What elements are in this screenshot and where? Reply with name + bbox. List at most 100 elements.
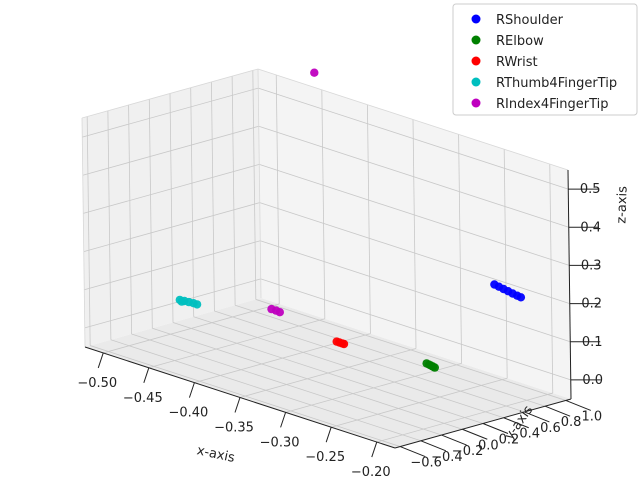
y-grid-side [211, 81, 215, 311]
x-grid-back [549, 164, 554, 394]
z-tick-label: 0.5 [580, 182, 601, 197]
x-tick-mark [234, 397, 241, 413]
point-rindex4fingertip-2 [275, 308, 284, 317]
y-grid-side [86, 116, 91, 346]
y-tick-mark [441, 434, 467, 446]
z-grid-back [258, 87, 569, 190]
z-grid-back [260, 278, 571, 381]
x-tick-label: −0.45 [123, 391, 163, 406]
y-grid-floor [110, 339, 422, 442]
x-tick-mark [188, 382, 195, 398]
z-tick-label: 0.3 [581, 258, 602, 273]
legend-label-rindex4fingertip: RIndex4FingerTip [496, 97, 608, 112]
y-tick-label: 0.2 [499, 433, 520, 448]
y-tick-mark [420, 440, 447, 452]
y-tick-label: 0.4 [519, 427, 540, 442]
legend-marker-rthumb4fingertip [471, 77, 481, 87]
pane-edge [81, 117, 86, 348]
y-grid-floor [255, 299, 566, 401]
x-grid-back [275, 74, 280, 304]
y-tick-label: −0.2 [452, 444, 484, 459]
y-tick-mark [524, 411, 550, 423]
legend-marker-rindex4fingertip [471, 98, 481, 108]
z-tick-label: 0.0 [582, 373, 603, 388]
y-grid-floor [193, 316, 504, 419]
y-tick-label: 0.6 [540, 421, 561, 436]
y-grid-floor [214, 310, 525, 413]
x-grid-back [367, 104, 371, 334]
legend-marker-rshoulder [471, 14, 481, 24]
y-grid-side [190, 87, 195, 317]
y-grid-side [169, 93, 174, 323]
y-tick-mark [565, 399, 592, 411]
x-grid-back [412, 119, 417, 349]
y-grid-side [252, 70, 257, 300]
grid-lines [82, 70, 571, 447]
z-grid-back [260, 240, 571, 343]
y-grid-side [231, 76, 236, 306]
legend-marker-rwrist [471, 56, 481, 66]
pane-edge [81, 68, 259, 119]
z-tick-label: 0.4 [580, 220, 601, 235]
point-relbow-4 [430, 363, 439, 372]
y-grid-floor [172, 322, 484, 424]
z-grid-back [258, 125, 569, 228]
x-tick-mark [280, 412, 287, 428]
z-grid-back [259, 164, 570, 266]
pane-edge [257, 68, 569, 171]
z-axis-label: z-axis [614, 186, 630, 224]
z-tick-label: 0.2 [581, 297, 602, 312]
point-rindex4fingertip-3 [310, 68, 319, 77]
point-rwrist-3 [339, 339, 349, 349]
pane-edge [257, 68, 262, 299]
legend-label-relbow: RElbow [496, 34, 544, 49]
y-tick-mark [482, 423, 509, 434]
y-tick-mark [503, 417, 529, 429]
legend-label-rwrist: RWrist [496, 55, 538, 70]
y-grid-floor [152, 327, 463, 430]
z-grid-side [84, 278, 261, 329]
x-grid-back [503, 149, 508, 379]
x-tick-label: −0.30 [260, 435, 300, 450]
point-rshoulder-6 [516, 293, 526, 302]
y-tick-label: 1.0 [581, 409, 602, 424]
legend-marker-relbow [471, 35, 481, 45]
legend-box [452, 3, 638, 116]
y-tick-label: −0.6 [410, 456, 442, 471]
x-grid-back [321, 89, 326, 319]
data-points [175, 68, 526, 372]
z-grid-side [83, 164, 260, 214]
x-tick-label: −0.20 [351, 465, 391, 480]
z-grid-side [82, 125, 259, 176]
y-ticks: −0.6−0.4−0.20.0 0.2 0.4 0.6 0.8 1.0 [399, 399, 602, 471]
x-tick-label: −0.50 [77, 376, 117, 391]
y-tick-mark [544, 405, 571, 417]
legend: RShoulder RElbow RWrist RThumb4FingerTip RIn… [452, 3, 638, 116]
z-grid-side [83, 202, 260, 252]
z-grid-back [259, 202, 570, 304]
y-tick-label: −0.4 [431, 450, 463, 465]
x-tick-label: −0.35 [214, 421, 254, 436]
y-grid-floor [234, 304, 546, 407]
x-tick-mark [97, 352, 104, 369]
x-tick-mark [325, 427, 332, 443]
x-tick-label: −0.40 [168, 406, 208, 421]
x-ticks: −0.50 −0.45 −0.40 −0.35 −0.30 −0.25 −0.20 [77, 352, 391, 480]
y-grid-floor [90, 345, 401, 447]
z-axis-line [567, 169, 572, 400]
y-grid-side [107, 110, 112, 340]
y-grid-side [128, 105, 132, 335]
x-grid-back [458, 134, 462, 364]
x-tick-mark [143, 367, 150, 383]
x-tick-label: −0.25 [305, 450, 345, 465]
y-tick-label: 0.0 [478, 438, 499, 453]
z-ticks: 0.0 0.1 0.2 0.3 0.4 0.5 [568, 182, 603, 388]
legend-label-rthumb4fingertip: RThumb4FingerTip [496, 76, 617, 91]
legend-label-rshoulder: RShoulder [496, 13, 564, 28]
y-grid-floor [131, 333, 442, 436]
x-tick-mark [371, 441, 378, 458]
z-tick-label: 0.1 [582, 335, 603, 350]
z-grid-side [82, 87, 259, 138]
y-grid-side [148, 99, 153, 329]
